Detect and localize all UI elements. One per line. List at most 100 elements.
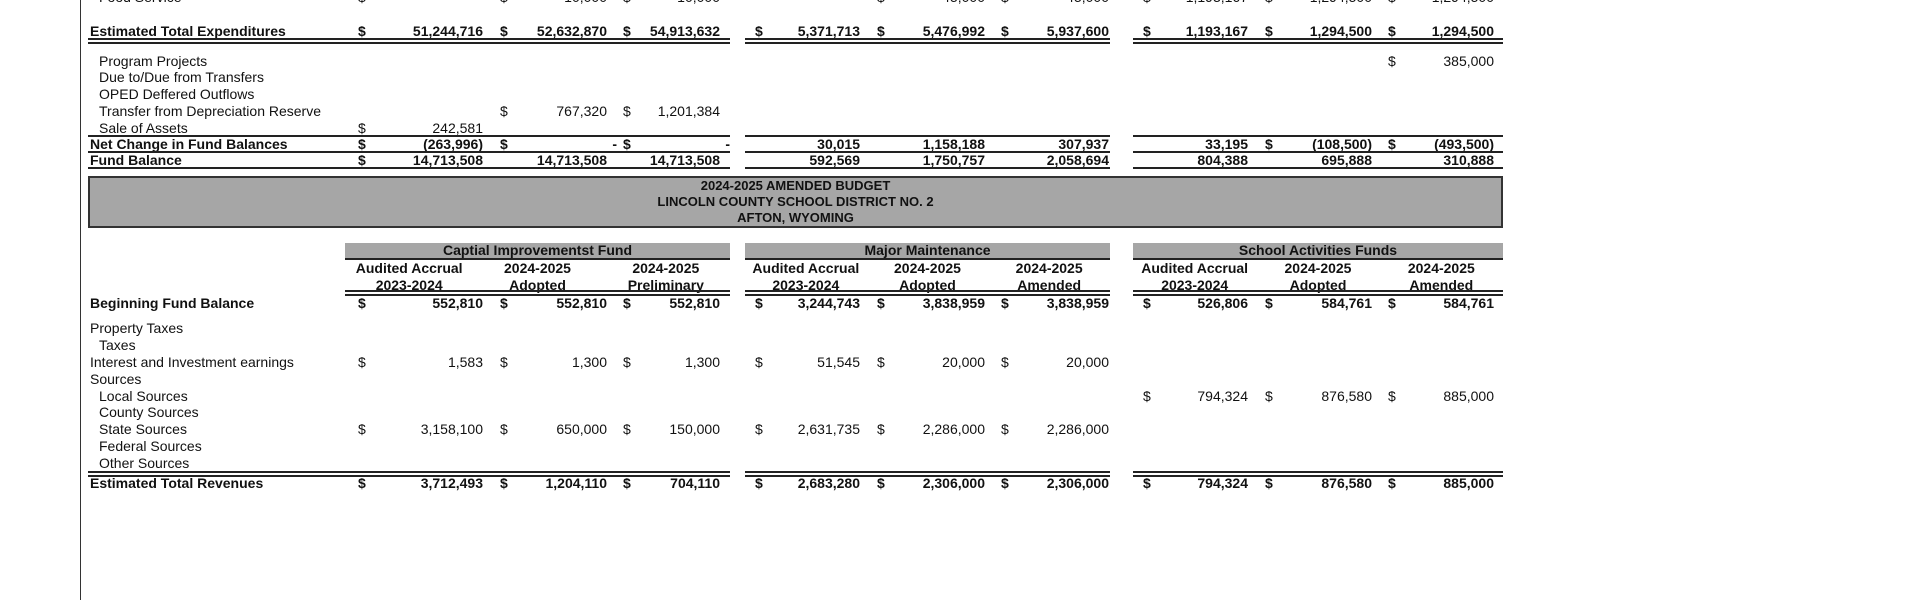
currency-sign: $	[358, 354, 366, 370]
table-row-federal-sources: Federal Sources	[0, 438, 1920, 454]
cell-value: 650,000	[556, 421, 607, 437]
cell-value: 1,294,500	[1309, 23, 1372, 39]
currency-sign: $	[623, 136, 631, 152]
fund-header-major-maintenance: Major Maintenance	[745, 243, 1110, 260]
currency-sign: $	[358, 120, 366, 136]
fund-balance-underline	[1133, 167, 1503, 169]
cell-value: 592,569	[809, 152, 860, 168]
table-row-beginning-fund-balance: Beginning Fund Balance $552,810 $552,810 $5…	[0, 295, 1920, 311]
table-row-taxes: Taxes	[0, 337, 1920, 353]
cell-value: 1,300	[684, 354, 720, 370]
currency-sign: $	[877, 475, 885, 491]
cell-value: 1,300	[571, 354, 607, 370]
cell-value: -	[725, 136, 730, 152]
cell-value: 1,193,167	[1186, 0, 1248, 5]
page-left-border	[80, 0, 81, 600]
cell-value: 2,306,000	[922, 475, 985, 491]
cell-value: 2,286,000	[1046, 421, 1109, 437]
cell-value: 5,476,992	[922, 23, 985, 39]
row-label: Program Projects	[99, 53, 208, 69]
cell-value: (108,500)	[1312, 136, 1372, 152]
cell-value: 20,000	[942, 354, 985, 370]
currency-sign: $	[877, 23, 885, 39]
row-label: Food Service	[99, 0, 181, 5]
cell-value: 876,580	[1321, 475, 1372, 491]
column-header: 2024-2025 Adopted	[473, 260, 601, 293]
fund-balance-rule	[88, 151, 730, 153]
banner-location: AFTON, WYOMING	[737, 210, 854, 225]
column-header: Audited Accrual 2023-2024	[1133, 260, 1256, 293]
table-row-fund-balance: Fund Balance $14,713,508 14,713,508 14,713,…	[0, 152, 1920, 168]
cell-value: 1,294,500	[1431, 23, 1494, 39]
cell-value: 45,000	[942, 0, 985, 5]
cell-value: 885,000	[1443, 475, 1494, 491]
currency-sign: $	[623, 421, 631, 437]
currency-sign: $	[1001, 0, 1009, 5]
cell-value: 51,244,716	[412, 23, 483, 39]
cell-value: 20,000	[1066, 354, 1109, 370]
cell-value: 10,000	[564, 0, 607, 5]
currency-sign: $	[1388, 295, 1396, 311]
cell-value: 552,810	[556, 295, 607, 311]
revenue-total-double-rule	[1133, 471, 1503, 477]
currency-sign: $	[1143, 0, 1151, 5]
cell-value: 310,888	[1443, 152, 1494, 168]
cell-value: 5,371,713	[797, 23, 860, 39]
currency-sign: $	[358, 421, 366, 437]
row-label: OPED Deffered Outflows	[99, 86, 255, 102]
currency-sign: $	[755, 421, 763, 437]
currency-sign: $	[623, 295, 631, 311]
column-header: 2024-2025 Amended	[1380, 260, 1503, 293]
table-row-state-sources: State Sources $3,158,100 $650,000 $150,000 $…	[0, 421, 1920, 437]
cell-value: -	[612, 136, 617, 152]
currency-sign: $	[1388, 388, 1396, 404]
row-label: Fund Balance	[90, 152, 182, 168]
cell-value: 794,324	[1197, 475, 1248, 491]
column-header: 2024-2025 Adopted	[1256, 260, 1379, 293]
currency-sign: $	[623, 475, 631, 491]
cell-value: 30,015	[817, 136, 860, 152]
currency-sign: $	[1001, 354, 1009, 370]
currency-sign: $	[623, 354, 631, 370]
currency-sign: $	[1388, 0, 1396, 5]
cell-value: 3,244,743	[797, 295, 860, 311]
currency-sign: $	[358, 136, 366, 152]
row-label: Taxes	[99, 337, 136, 353]
currency-sign: $	[1001, 475, 1009, 491]
row-label: Due to/Due from Transfers	[99, 69, 264, 85]
currency-sign: $	[1001, 421, 1009, 437]
cell-value: 584,761	[1321, 295, 1372, 311]
currency-sign: $	[500, 354, 508, 370]
currency-sign: $	[755, 295, 763, 311]
cell-value: 14,713,508	[536, 152, 607, 168]
currency-sign: $	[877, 0, 885, 5]
cell-value: 3,158,100	[420, 421, 483, 437]
column-header-line1: 2024-2025	[1015, 260, 1083, 276]
cell-value: 51,545	[817, 354, 860, 370]
revenue-total-double-rule	[745, 471, 1110, 477]
table-row-transfer-from-depreciation-reserve: Transfer from Depreciation Reserve $767,3…	[0, 103, 1920, 119]
banner-title: 2024-2025 AMENDED BUDGET	[700, 178, 891, 193]
currency-sign: $	[755, 23, 763, 39]
currency-sign: $	[1265, 23, 1273, 39]
fund-balance-underline	[88, 167, 730, 169]
currency-sign: $	[1265, 295, 1273, 311]
row-label: Property Taxes	[90, 320, 184, 336]
currency-sign: $	[877, 421, 885, 437]
currency-sign: $	[1143, 475, 1151, 491]
column-header: 2024-2025 Preliminary	[602, 260, 730, 293]
cell-value: 1,294,500	[1310, 0, 1372, 5]
currency-sign: $	[623, 23, 631, 39]
column-header-line1: Audited Accrual	[752, 260, 860, 276]
currency-sign: $	[500, 103, 508, 119]
cell-value: 876,580	[1321, 388, 1372, 404]
table-row-local-sources: Local Sources $794,324 $876,580 $885,000	[0, 388, 1920, 404]
column-header: 2024-2025 Adopted	[867, 260, 989, 293]
currency-sign: $	[358, 0, 366, 5]
cell-value: (493,500)	[1434, 136, 1494, 152]
cell-value: 704,110	[670, 475, 720, 491]
cell-value: 2,631,735	[797, 421, 860, 437]
fund-header-captial-improvementst-fund: Captial Improvementst Fund	[345, 243, 730, 260]
currency-sign: $	[1265, 388, 1273, 404]
fund-balance-rule	[745, 151, 1110, 153]
